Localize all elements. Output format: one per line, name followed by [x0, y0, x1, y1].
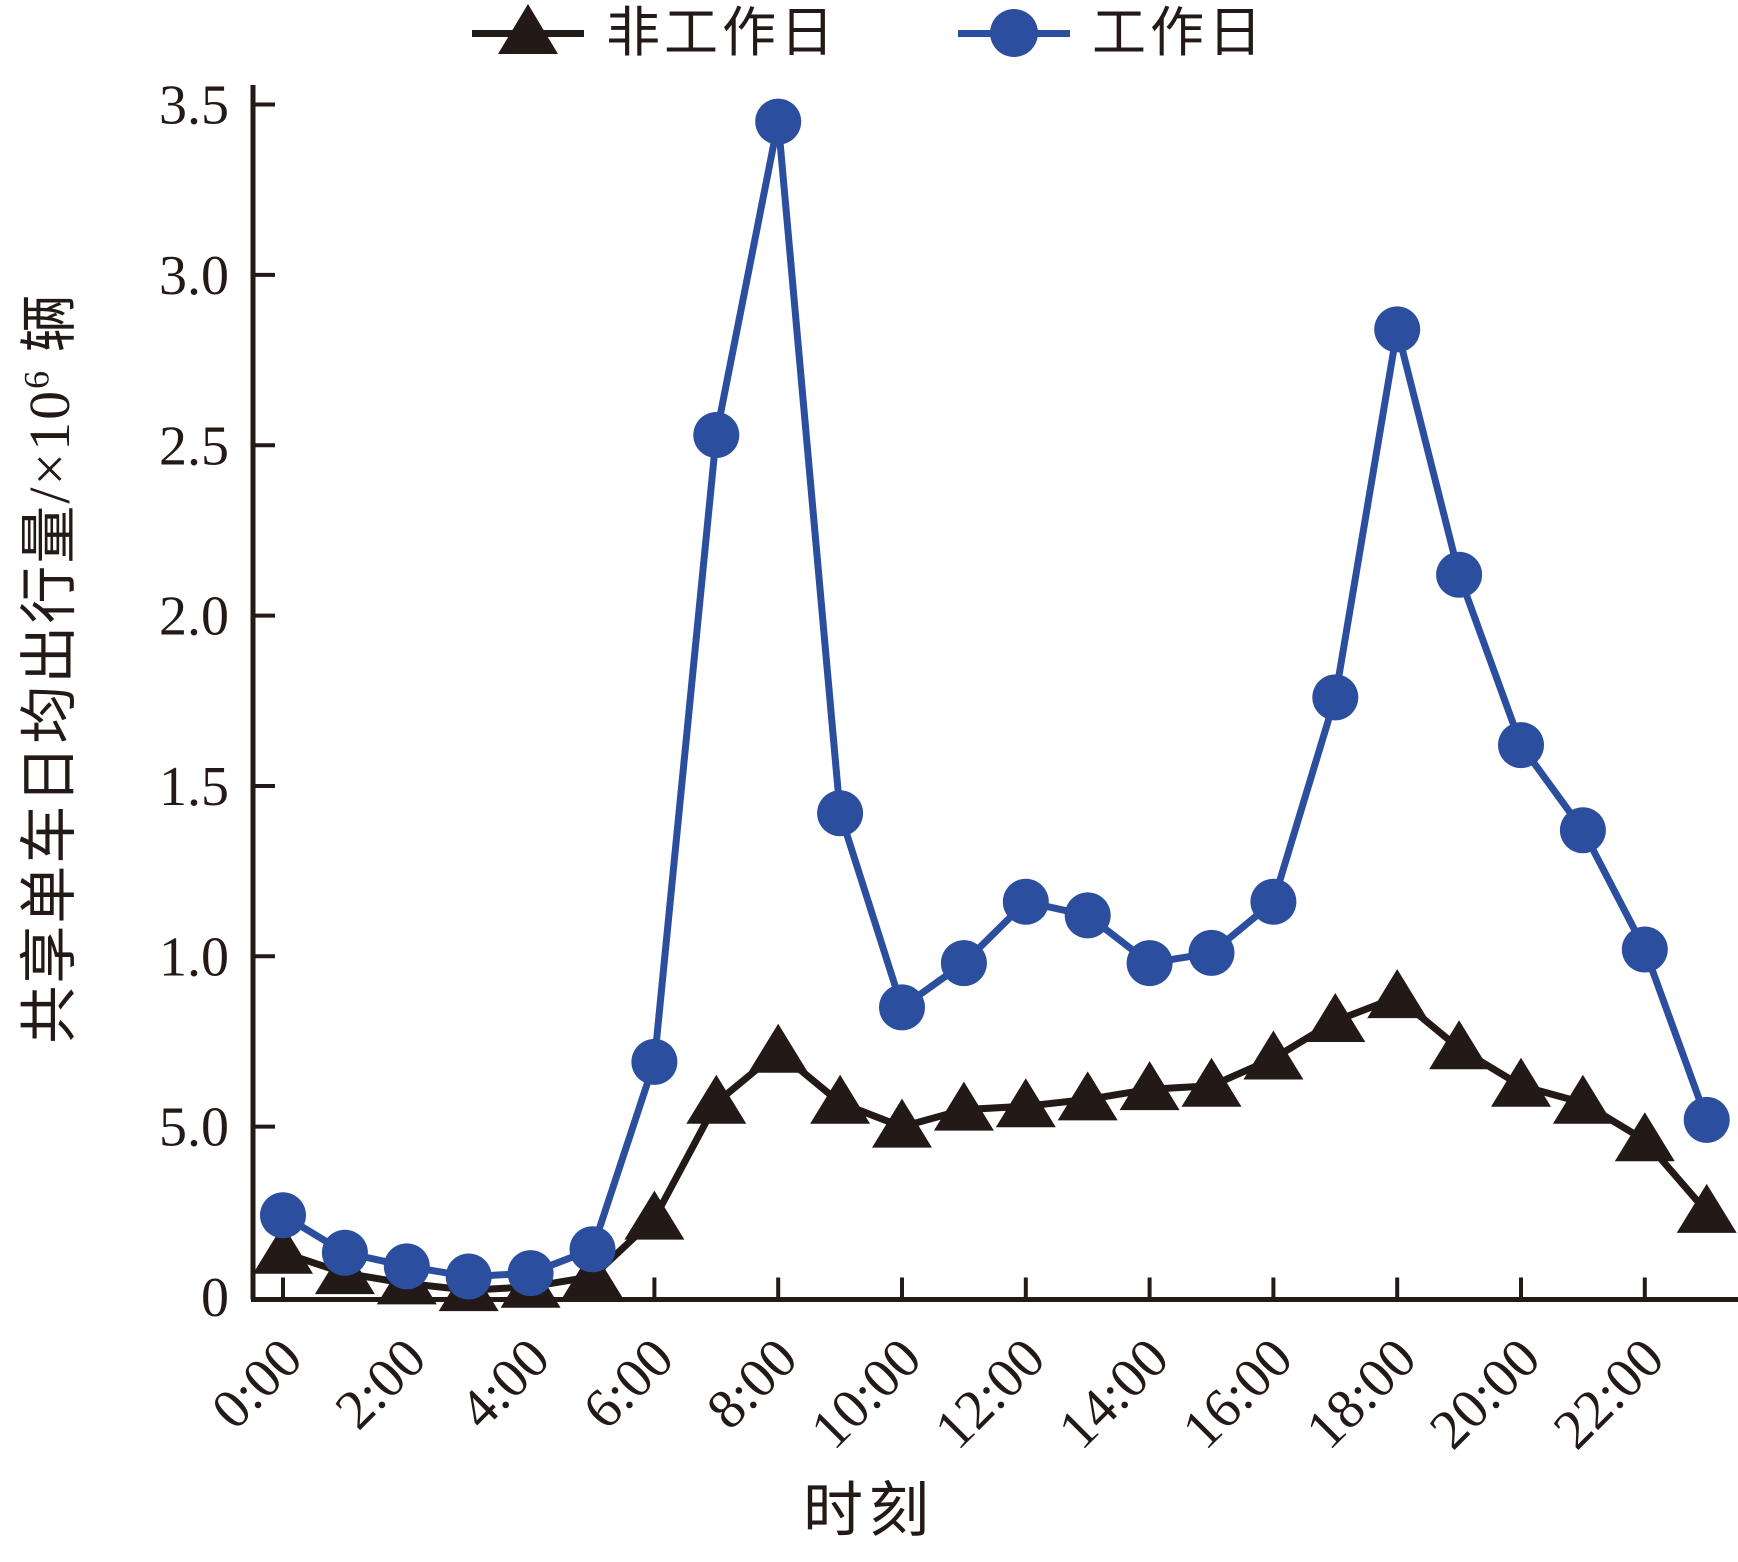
data-point-triangle [933, 1081, 994, 1131]
x-tick-label: 0:00 [200, 1327, 314, 1441]
y-tick-label: 2.0 [159, 586, 229, 648]
data-point-circle [1002, 878, 1049, 925]
data-point-circle [1436, 551, 1483, 598]
data-point-circle [693, 412, 740, 459]
data-point-circle [507, 1250, 554, 1297]
data-point-circle [260, 1192, 306, 1239]
data-point-triangle [1057, 1071, 1118, 1121]
data-point-circle [755, 98, 802, 145]
y-axis-title: 共享单车日均出行量/×106 辆 [16, 292, 82, 1044]
data-point-circle [1559, 807, 1606, 854]
legend: 非工作日 工作日 [0, 3, 1738, 63]
data-point-triangle [1491, 1057, 1551, 1107]
x-tick-label: 8:00 [695, 1327, 809, 1441]
series-line-triangle [281, 993, 1710, 1294]
x-tick-label: 12:00 [923, 1327, 1057, 1461]
data-point-triangle [562, 1248, 623, 1298]
data-point-triangle [1305, 993, 1366, 1043]
x-axis-title: 时刻 [803, 1478, 935, 1544]
triangle-marker-icon [472, 4, 584, 54]
x-tick-label: 16:00 [1171, 1327, 1305, 1461]
data-point-circle [817, 790, 864, 837]
data-point-circle [940, 940, 987, 987]
x-tick-label: 6:00 [571, 1327, 685, 1441]
data-point-circle [1188, 929, 1235, 976]
data-point-circle [1374, 306, 1421, 353]
data-point-circle [1126, 940, 1173, 987]
data-point-triangle [810, 1074, 871, 1124]
legend-item-nonworkday: 非工作日 [472, 3, 838, 63]
data-point-circle [1683, 1096, 1730, 1143]
y-tick-label: 3.0 [159, 245, 229, 307]
data-point-triangle [1676, 1183, 1737, 1233]
data-point-circle [1064, 892, 1111, 939]
x-tick-label: 2:00 [324, 1327, 438, 1441]
data-point-triangle [872, 1098, 932, 1148]
legend-label-nonworkday: 非工作日 [606, 3, 838, 63]
data-point-triangle [686, 1074, 747, 1124]
data-point-circle [631, 1038, 678, 1085]
y-tick-label: 1.0 [159, 926, 229, 988]
data-point-circle [383, 1243, 430, 1290]
data-point-circle [1250, 878, 1297, 925]
x-tick-label: 20:00 [1418, 1327, 1552, 1461]
data-point-triangle [1243, 1030, 1304, 1080]
legend-label-workday: 工作日 [1092, 3, 1266, 63]
data-point-triangle [1119, 1061, 1180, 1111]
data-point-circle [321, 1229, 368, 1276]
y-tick-label: 1.5 [159, 756, 229, 818]
circle-marker-icon [958, 9, 1070, 57]
x-tick-label: 14:00 [1047, 1327, 1181, 1461]
data-point-triangle [624, 1190, 685, 1240]
data-point-triangle [1181, 1057, 1242, 1107]
data-point-triangle [748, 1023, 809, 1073]
data-point-triangle [995, 1078, 1056, 1128]
data-point-circle [1498, 722, 1544, 769]
y-tick-label: 0 [201, 1267, 229, 1329]
y-tick-label: 3.5 [159, 75, 229, 137]
x-tick-label: 10:00 [799, 1327, 933, 1461]
data-point-circle [1312, 674, 1359, 721]
data-point-circle [569, 1226, 616, 1273]
data-point-triangle [1429, 1020, 1490, 1070]
y-tick-label: 2.5 [159, 415, 229, 477]
y-tick-label: 5.0 [159, 1097, 229, 1159]
x-tick-label: 4:00 [448, 1327, 562, 1441]
data-point-triangle [1614, 1112, 1675, 1162]
data-point-circle [1621, 926, 1668, 973]
legend-item-workday: 工作日 [958, 6, 1266, 60]
data-point-triangle [253, 1224, 313, 1274]
data-point-triangle [1552, 1074, 1613, 1124]
x-tick-label: 22:00 [1542, 1327, 1676, 1461]
data-point-triangle [1367, 969, 1428, 1019]
data-point-circle [879, 984, 925, 1031]
x-tick-label: 18:00 [1294, 1327, 1428, 1461]
data-point-circle [445, 1253, 492, 1300]
